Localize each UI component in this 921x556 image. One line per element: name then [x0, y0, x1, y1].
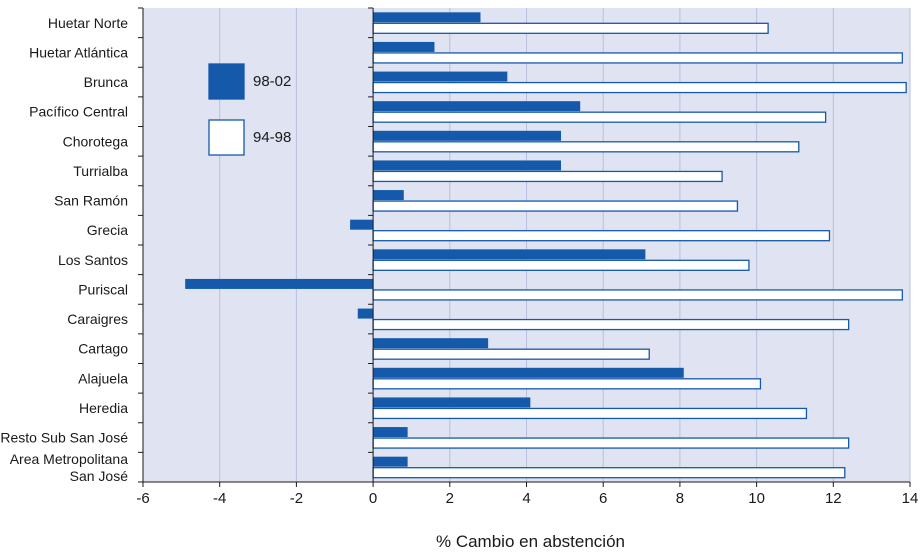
bar-98-02-3	[373, 101, 581, 112]
bar-94-98-7	[372, 230, 831, 242]
category-label: Alajuela	[78, 370, 128, 386]
bar-94-98-2	[372, 81, 907, 94]
category-label: Resto Sub San José	[0, 430, 128, 446]
bar-94-98-12	[372, 378, 762, 390]
x-tick-label: 2	[446, 490, 454, 507]
category-label: Turrialba	[73, 163, 128, 179]
category-label: Caraigres	[67, 311, 128, 327]
category-label: Heredia	[79, 400, 128, 416]
bar-98-02-10	[357, 308, 374, 319]
bar-98-02-11	[373, 338, 489, 349]
x-tick-label: -4	[213, 490, 226, 507]
bar-98-02-6	[373, 190, 404, 201]
category-label: San Ramón	[54, 193, 128, 209]
bar-98-02-13	[373, 397, 531, 408]
bar-94-98-6	[372, 200, 739, 212]
legend-swatch-98-02	[208, 63, 245, 100]
bar-94-98-10	[372, 318, 850, 331]
category-label: Chorotega	[63, 133, 129, 149]
x-axis-title: % Cambio en abstención	[436, 532, 625, 551]
x-tick-label: 10	[748, 490, 765, 507]
bar-94-98-0	[372, 22, 769, 34]
category-label: Pacífico Central	[29, 104, 128, 120]
category-label: Area Metropolitana	[10, 451, 129, 467]
category-label: Grecia	[87, 222, 128, 238]
bar-94-98-11	[372, 348, 650, 360]
category-label: Huetar Atlántica	[29, 44, 128, 60]
x-tick-label: 12	[825, 490, 842, 507]
x-tick-label: -6	[136, 490, 149, 507]
legend-label-94-98: 94-98	[253, 129, 291, 146]
bar-98-02-1	[373, 41, 435, 52]
bar-98-02-4	[373, 130, 562, 141]
x-tick-label: 6	[599, 490, 607, 507]
category-label: Los Santos	[58, 252, 128, 268]
bar-94-98-15	[372, 467, 846, 479]
bar-94-98-8	[372, 259, 750, 271]
bar-94-98-4	[372, 141, 800, 153]
bar-98-02-2	[373, 71, 508, 82]
x-tick-label: -2	[290, 490, 303, 507]
category-label: Brunca	[84, 74, 129, 90]
bar-94-98-5	[372, 170, 723, 183]
bar-98-02-14	[373, 427, 408, 438]
bar-98-02-15	[373, 456, 408, 467]
x-tick-label: 0	[369, 490, 377, 507]
bar-94-98-13	[372, 407, 808, 420]
bar-98-02-8	[373, 249, 646, 260]
x-tick-label: 14	[902, 490, 919, 507]
bar-94-98-14	[372, 437, 850, 449]
category-label: Cartago	[78, 341, 128, 357]
bar-98-02-5	[373, 160, 562, 171]
x-tick-label: 8	[676, 490, 684, 507]
legend-label-98-02: 98-02	[253, 73, 291, 90]
category-label: Huetar Norte	[48, 15, 128, 31]
bar-98-02-0	[373, 12, 481, 23]
category-label: San José	[70, 468, 129, 484]
x-tick-label: 4	[522, 490, 530, 507]
bar-94-98-3	[372, 111, 827, 123]
bar-98-02-7	[350, 219, 374, 230]
bar-98-02-9	[185, 278, 374, 289]
bar-94-98-1	[372, 52, 903, 64]
legend-swatch-94-98	[208, 119, 245, 156]
category-label: Puriscal	[78, 281, 128, 297]
bar-98-02-12	[373, 367, 684, 378]
bar-94-98-9	[372, 289, 903, 301]
